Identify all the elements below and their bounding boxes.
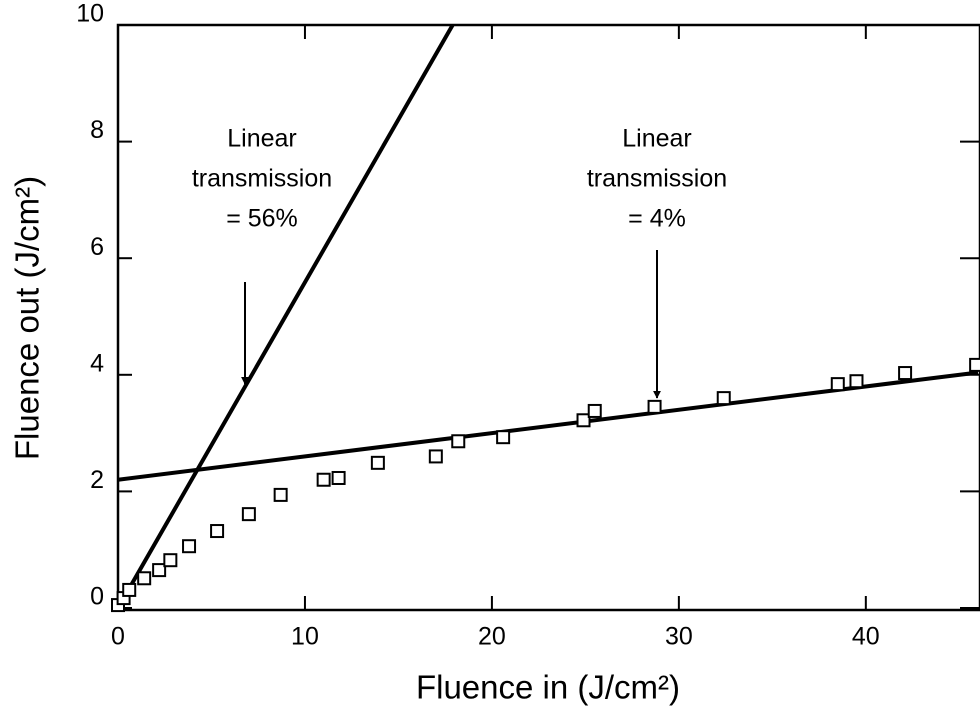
x-axis-title: Fluence in (J/cm²) — [416, 669, 680, 706]
data-point — [163, 553, 178, 568]
data-point — [576, 413, 591, 428]
x-tick-label: 20 — [478, 623, 506, 651]
annotation: = 56% — [226, 205, 298, 233]
data-point — [849, 374, 864, 389]
data-point — [152, 563, 167, 578]
data-point — [451, 434, 466, 449]
data-point — [316, 472, 331, 487]
data-point — [830, 377, 845, 392]
fit-line — [117, 370, 979, 482]
annotation: transmission — [192, 165, 332, 193]
x-tick-label: 10 — [291, 623, 319, 651]
y-tick-label: 6 — [90, 233, 104, 261]
data-point — [210, 524, 225, 539]
y-tick-label: 10 — [76, 0, 104, 28]
plot-frame — [116, 23, 980, 612]
data-point — [647, 399, 662, 414]
data-point — [241, 507, 256, 522]
data-point — [122, 582, 137, 597]
fit-line — [116, 24, 455, 609]
annotation: Linear — [227, 125, 297, 153]
data-point — [969, 357, 980, 372]
y-tick-label: 0 — [90, 583, 104, 611]
data-point — [331, 470, 346, 485]
data-point — [137, 571, 152, 586]
annotation: Linear — [622, 125, 692, 153]
data-point — [182, 539, 197, 554]
data-point — [716, 391, 731, 406]
data-point — [898, 366, 913, 381]
data-point — [273, 487, 288, 502]
data-point — [496, 430, 511, 445]
y-axis-title: Fluence out (J/cm²) — [9, 176, 46, 460]
x-tick-label: 0 — [111, 623, 125, 651]
y-tick-label: 2 — [90, 466, 104, 494]
data-point — [370, 455, 385, 470]
y-tick-label: 4 — [90, 349, 104, 377]
y-tick-label: 8 — [90, 116, 104, 144]
annotation: = 4% — [628, 205, 686, 233]
x-tick-label: 30 — [665, 623, 693, 651]
data-point — [428, 449, 443, 464]
data-point — [587, 403, 602, 418]
x-tick-label: 40 — [852, 623, 880, 651]
annotation: transmission — [587, 165, 727, 193]
